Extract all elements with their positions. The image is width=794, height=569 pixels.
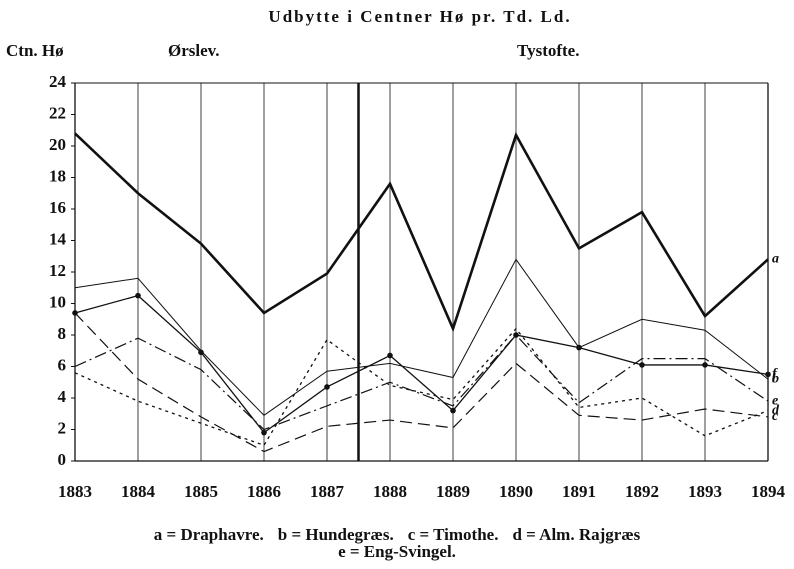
y-tick-label: 6	[58, 355, 67, 374]
series-label: c	[772, 409, 779, 424]
series-line	[74, 258, 769, 416]
legend-entry: e = Eng-Svingel.	[338, 542, 456, 561]
y-tick-label: 14	[49, 229, 67, 248]
y-axis-label: Ctn. Hø	[6, 41, 64, 60]
legend-entry: b = Hundegræs.	[278, 525, 394, 544]
series-line	[74, 312, 769, 453]
point	[765, 371, 771, 378]
x-tick-label: 1890	[499, 482, 533, 501]
section-label: Ørslev.	[168, 41, 219, 60]
x-tick-label: 1883	[58, 482, 92, 501]
point	[135, 292, 141, 299]
x-tick-label: 1885	[184, 482, 218, 501]
series-line	[74, 131, 769, 333]
point	[450, 407, 456, 414]
series-label: e	[772, 393, 778, 408]
y-tick-label: 16	[49, 198, 66, 217]
legend-entry: a = Draphavre.	[154, 525, 264, 544]
x-tick-label: 1886	[247, 482, 281, 501]
point	[639, 362, 645, 368]
point	[198, 349, 204, 356]
x-tick-label: 1892	[625, 482, 659, 501]
y-tick-label: 4	[58, 387, 67, 406]
x-tick-label: 1894	[751, 482, 786, 501]
series-line	[74, 294, 769, 434]
x-tick-label: 1891	[562, 482, 596, 501]
y-tick-label: 0	[58, 450, 67, 469]
y-tick-label: 10	[49, 292, 66, 311]
y-tick-label: 8	[58, 324, 67, 343]
y-tick-label: 18	[49, 166, 66, 185]
chart-title: Udbytte i Centner Hø pr. Td. Ld.	[268, 7, 571, 26]
series-label: a	[772, 252, 779, 267]
point	[387, 352, 393, 359]
series-line	[74, 334, 769, 431]
x-tick-label: 1893	[688, 482, 722, 501]
y-tick-label: 2	[58, 418, 67, 437]
y-tick-label: 22	[49, 103, 66, 122]
point	[324, 384, 330, 390]
x-tick-label: 1888	[373, 482, 407, 501]
point	[702, 362, 708, 368]
series-label: b	[772, 371, 779, 386]
x-tick-label: 1889	[436, 482, 470, 501]
point	[261, 429, 267, 436]
y-tick-label: 24	[49, 72, 67, 91]
series-label: f	[772, 367, 778, 382]
legend-entry: c = Timothe.	[408, 525, 499, 544]
section-label: Tystofte.	[517, 41, 579, 60]
y-tick-label: 20	[49, 135, 66, 154]
legend: e = Eng-Svingel.	[338, 542, 456, 561]
legend-entry: d = Alm. Rajgræs	[512, 525, 640, 544]
legend: a = Draphavre. b = Hundegræs. c = Timothe.…	[154, 525, 641, 544]
series-line	[74, 327, 769, 447]
x-tick-label: 1887	[310, 482, 345, 501]
series-label: d	[772, 403, 780, 418]
y-tick-label: 12	[49, 261, 66, 280]
x-tick-label: 1884	[121, 482, 156, 501]
